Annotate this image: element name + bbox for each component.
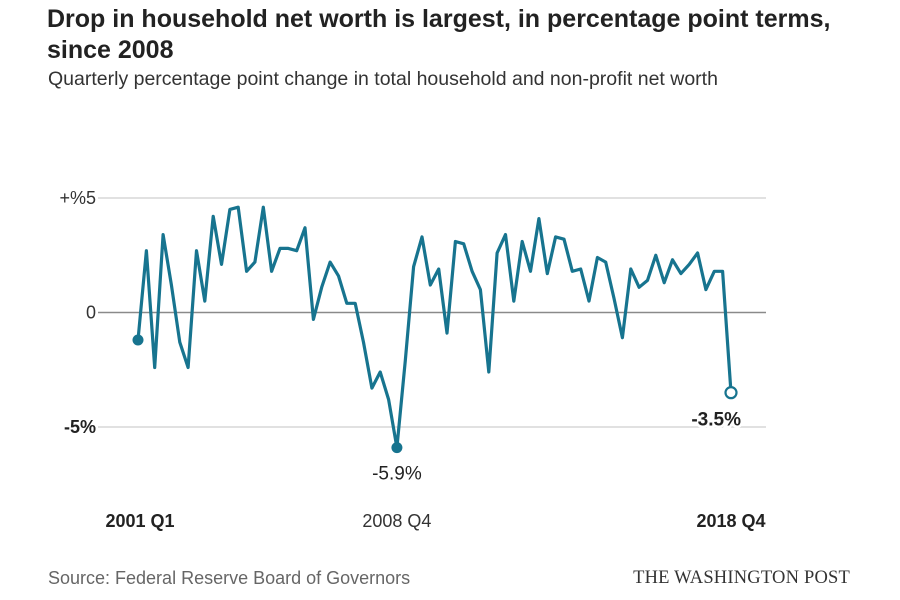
y-tick-label: 0 xyxy=(86,303,96,323)
line-chart: +%5 0 -5% -5.9% -3.5% 2001 Q1 2008 Q4 2018 Q4 xyxy=(59,188,766,531)
source-note: Source: Federal Reserve Board of Governo… xyxy=(48,568,411,588)
y-tick-labels: +%5 0 -5% xyxy=(59,188,96,437)
x-tick-label: 2008 Q4 xyxy=(362,511,431,531)
end-point-marker xyxy=(724,386,738,400)
chart-title: Drop in household net worth is largest, … xyxy=(47,5,831,64)
y-tick-label: -5% xyxy=(64,417,96,437)
point-marker xyxy=(391,442,403,454)
data-label: -5.9% xyxy=(372,464,422,485)
x-tick-labels: 2001 Q1 2008 Q4 2018 Q4 xyxy=(105,511,765,531)
data-label: -3.5% xyxy=(691,410,741,431)
x-tick-label: 2001 Q1 xyxy=(105,511,174,531)
x-tick-label: 2018 Q4 xyxy=(696,511,765,531)
chart-subtitle: Quarterly percentage point change in tot… xyxy=(48,68,718,90)
annotations: -5.9% -3.5% xyxy=(132,334,744,485)
grid-lines xyxy=(98,197,766,428)
point-marker xyxy=(132,334,144,346)
series-line xyxy=(136,205,733,450)
publisher-brand: THE WASHINGTON POST xyxy=(633,568,850,588)
y-tick-label: +%5 xyxy=(59,188,96,208)
data-series xyxy=(136,205,733,450)
